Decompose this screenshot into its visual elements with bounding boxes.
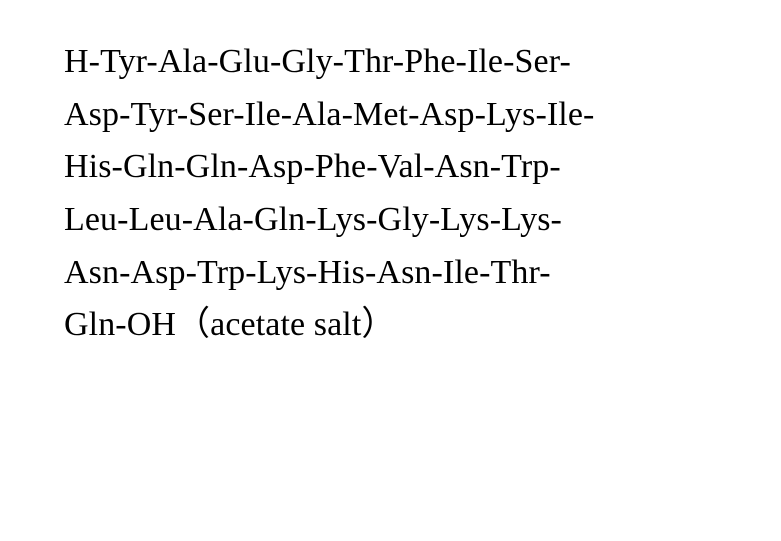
peptide-line-5: Asn-Asp-Trp-Lys-His-Asn-Ile-Thr- <box>64 247 733 300</box>
peptide-line-2: Asp-Tyr-Ser-Ile-Ala-Met-Asp-Lys-Ile- <box>64 89 733 142</box>
peptide-sequence-block: H-Tyr-Ala-Glu-Gly-Thr-Phe-Ile-Ser- Asp-T… <box>0 0 781 541</box>
peptide-line-1: H-Tyr-Ala-Glu-Gly-Thr-Phe-Ile-Ser- <box>64 36 733 89</box>
peptide-line-6: Gln-OH（acetate salt） <box>64 299 733 352</box>
peptide-line-3: His-Gln-Gln-Asp-Phe-Val-Asn-Trp- <box>64 141 733 194</box>
peptide-line-4: Leu-Leu-Ala-Gln-Lys-Gly-Lys-Lys- <box>64 194 733 247</box>
